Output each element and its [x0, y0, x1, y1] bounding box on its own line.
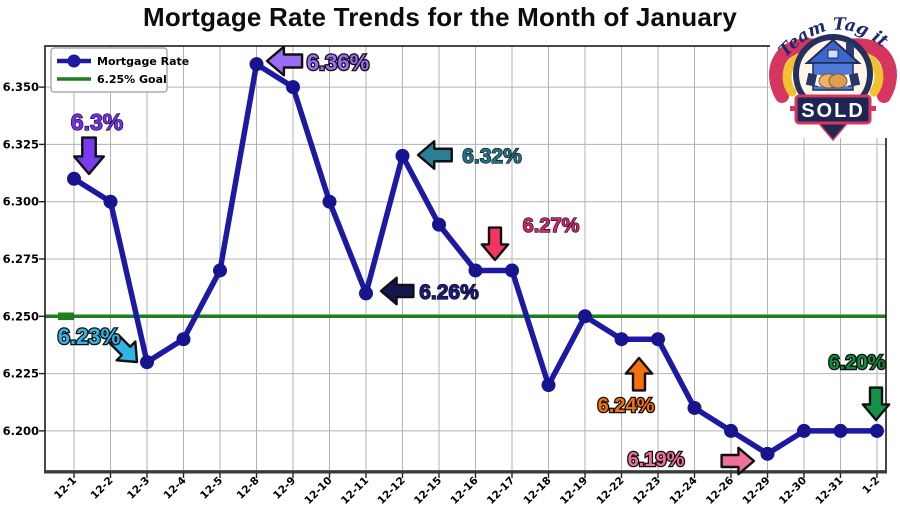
- annotation-label: 6.20%: [829, 352, 886, 374]
- annotation-label: 6.24%: [598, 395, 655, 417]
- x-tick-label: 12-22: [594, 475, 626, 507]
- annotation-label: 6.27%: [523, 215, 580, 237]
- annotation-label: 6.3%: [71, 109, 123, 135]
- data-point: [797, 423, 811, 438]
- x-tick-label: 12-17: [485, 475, 517, 507]
- data-point: [213, 263, 227, 278]
- goal-line: [45, 312, 886, 321]
- data-point: [103, 194, 118, 209]
- rate-line: [67, 57, 884, 461]
- data-point: [286, 80, 300, 95]
- y-tick-label: 6.250: [3, 309, 39, 323]
- annotation-arrow: [265, 45, 304, 77]
- annotation-label: 6.23%: [58, 324, 120, 349]
- data-point: [651, 332, 665, 347]
- annotation-arrow: [416, 140, 453, 170]
- x-tick-label: 12-26: [704, 475, 736, 507]
- x-tick-label: 12-8: [235, 475, 262, 502]
- data-point: [322, 194, 337, 209]
- y-tick-label: 6.225: [3, 367, 39, 381]
- data-point: [176, 332, 191, 347]
- x-tick-label: 12-15: [412, 475, 444, 507]
- annotation-arrow: [108, 333, 139, 364]
- x-tick-label: 12-2: [89, 475, 116, 502]
- y-tick-label: 6.275: [3, 252, 39, 266]
- annotation-label: 6.32%: [462, 145, 522, 168]
- x-tick-label: 12-18: [521, 475, 553, 507]
- data-point: [760, 446, 775, 461]
- data-point: [614, 332, 629, 347]
- data-point: [541, 378, 556, 393]
- annotations: 6.3% 6.36% 6.32% 6.27% 6.26% 6.23% 6.24% 6.19% 6…: [57, 45, 891, 476]
- x-tick-label: 12-19: [558, 475, 590, 507]
- x-tick-label: 12-3: [125, 475, 152, 502]
- y-tick-label: 6.300: [3, 195, 39, 209]
- data-point: [687, 400, 702, 415]
- data-point: [67, 171, 81, 186]
- data-point: [578, 309, 592, 324]
- data-point: [432, 217, 446, 232]
- data-point: [249, 57, 264, 72]
- annotation-arrow: [624, 356, 654, 392]
- x-tick-label: 12-30: [777, 475, 809, 507]
- annotation-arrow: [72, 136, 106, 176]
- annotation-label: 6.26%: [419, 281, 479, 304]
- x-tick-label: 12-23: [631, 475, 663, 507]
- house-chimney-icon: [846, 43, 854, 58]
- x-tick-label: 12-24: [667, 475, 699, 507]
- x-tick-label: 12-10: [302, 475, 334, 507]
- x-tick-label: 12-4: [162, 475, 189, 502]
- data-point: [359, 286, 373, 301]
- plot-frame: [39, 45, 887, 478]
- y-tick-label: 6.200: [3, 424, 39, 438]
- annotation-arrow: [379, 276, 415, 306]
- goal-line-cap: [58, 312, 74, 321]
- data-point: [724, 423, 738, 438]
- annotation-arrow: [480, 226, 510, 262]
- house-window-icon: [827, 49, 839, 59]
- y-tick-label: 6.325: [3, 137, 39, 151]
- logo-sold-text: SOLD: [801, 100, 865, 122]
- y-axis-labels: 6.350 6.325 6.300 6.275 6.250 6.225 6.200: [3, 80, 39, 438]
- x-tick-label: 12-29: [740, 475, 772, 507]
- data-point: [395, 148, 410, 163]
- page-title: Mortgage Rate Trends for the Month of Ja…: [142, 2, 738, 32]
- x-tick-label: 12-16: [448, 475, 480, 507]
- x-tick-label: 12-11: [339, 475, 371, 507]
- annotation-label: 6.36%: [307, 50, 369, 75]
- x-tick-label: 12-31: [813, 475, 845, 507]
- data-point: [505, 263, 519, 278]
- data-point: [468, 263, 483, 278]
- x-tick-label: 12-12: [375, 475, 407, 507]
- annotation-label: 6.19%: [628, 449, 685, 471]
- x-tick-label: 1-2: [860, 475, 882, 497]
- legend-label: Mortgage Rate: [97, 55, 189, 68]
- logo-sold-badge: SOLD: [790, 94, 876, 142]
- data-point: [870, 423, 884, 438]
- team-tag-it-sold-logo: Team Tag it SOLD: [769, 0, 898, 142]
- x-tick-label: 12-9: [271, 475, 298, 502]
- annotation-arrow: [720, 446, 756, 476]
- logo-emblem: [793, 34, 873, 114]
- x-tick-label: 12-5: [198, 475, 225, 502]
- handshake-icon: [805, 72, 861, 89]
- annotation-arrow: [861, 386, 891, 422]
- legend: Mortgage Rate 6.25% Goal: [50, 47, 189, 93]
- x-axis-labels: 12-1 12-2 12-3 12-4 12-5 12-8 12-9 12-10 12-11 12…: [52, 475, 882, 507]
- x-tick-label: 12-1: [52, 475, 79, 502]
- y-tick-label: 6.350: [3, 80, 39, 94]
- legend-marker-dot: [67, 54, 81, 68]
- data-point: [140, 355, 154, 370]
- legend-label: 6.25% Goal: [97, 73, 167, 86]
- data-point: [833, 423, 848, 438]
